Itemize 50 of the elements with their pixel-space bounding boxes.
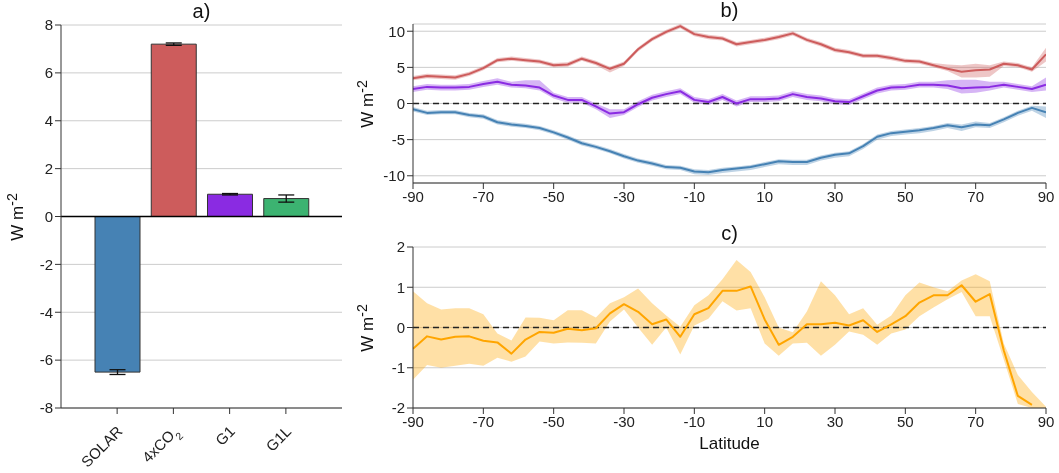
y-tick-label: 0 <box>44 207 53 225</box>
y-tick-label: 5 <box>396 58 405 76</box>
y-tick-label: -5 <box>391 130 405 148</box>
y-tick-label: -1 <box>391 359 405 377</box>
x-tick-label: 50 <box>896 187 914 205</box>
y-tick-label: 2 <box>44 159 53 177</box>
bar <box>150 43 197 217</box>
x-tick-label: -10 <box>683 412 706 430</box>
x-axis-title: Latitude <box>698 434 761 454</box>
x-tick-label: G1 <box>211 422 239 449</box>
y-tick-label: 10 <box>388 22 405 40</box>
chart-title: c) <box>720 222 739 245</box>
y-tick-label: -4 <box>39 303 53 321</box>
x-tick-label: 30 <box>826 187 844 205</box>
y-tick-label: -8 <box>39 399 53 417</box>
x-tick-label: 90 <box>1037 187 1055 205</box>
x-tick-label: 70 <box>967 412 985 430</box>
x-tick-label: -90 <box>402 187 424 205</box>
y-tick-label: -2 <box>391 399 405 417</box>
y-tick-label: -2 <box>39 255 53 273</box>
x-tick-label: -30 <box>613 412 635 430</box>
x-tick-label: -90 <box>402 412 424 430</box>
y-tick-label: 6 <box>44 64 53 82</box>
x-tick-label: -70 <box>472 412 495 430</box>
y-tick-label: -6 <box>39 351 53 369</box>
x-tick-label: 70 <box>967 187 985 205</box>
chart-title: a) <box>191 0 212 23</box>
x-tick-label: -50 <box>542 412 565 430</box>
bar <box>263 198 310 217</box>
y-tick-label: 2 <box>396 238 405 256</box>
x-tick-label: -70 <box>472 187 495 205</box>
x-tick-label: 10 <box>756 187 774 205</box>
x-tick-label: -10 <box>683 187 706 205</box>
x-tick-label: -50 <box>542 187 565 205</box>
y-tick-label: 0 <box>396 94 405 112</box>
line-series <box>413 284 1033 406</box>
x-tick-label: 90 <box>1037 412 1055 430</box>
y-tick-label: 8 <box>44 16 53 34</box>
x-tick-label: 30 <box>826 412 844 430</box>
y-tick-label: 4 <box>44 112 53 130</box>
x-tick-label: 10 <box>756 412 774 430</box>
bar <box>94 216 141 373</box>
y-tick-label: -10 <box>383 167 405 185</box>
x-tick-label: 50 <box>896 412 914 430</box>
bar <box>207 193 253 217</box>
y-tick-label: 0 <box>396 318 405 336</box>
x-tick-label: -30 <box>613 187 635 205</box>
y-tick-label: 1 <box>396 278 405 296</box>
chart-title: b) <box>719 0 740 22</box>
x-tick-label: G1L <box>262 422 295 455</box>
